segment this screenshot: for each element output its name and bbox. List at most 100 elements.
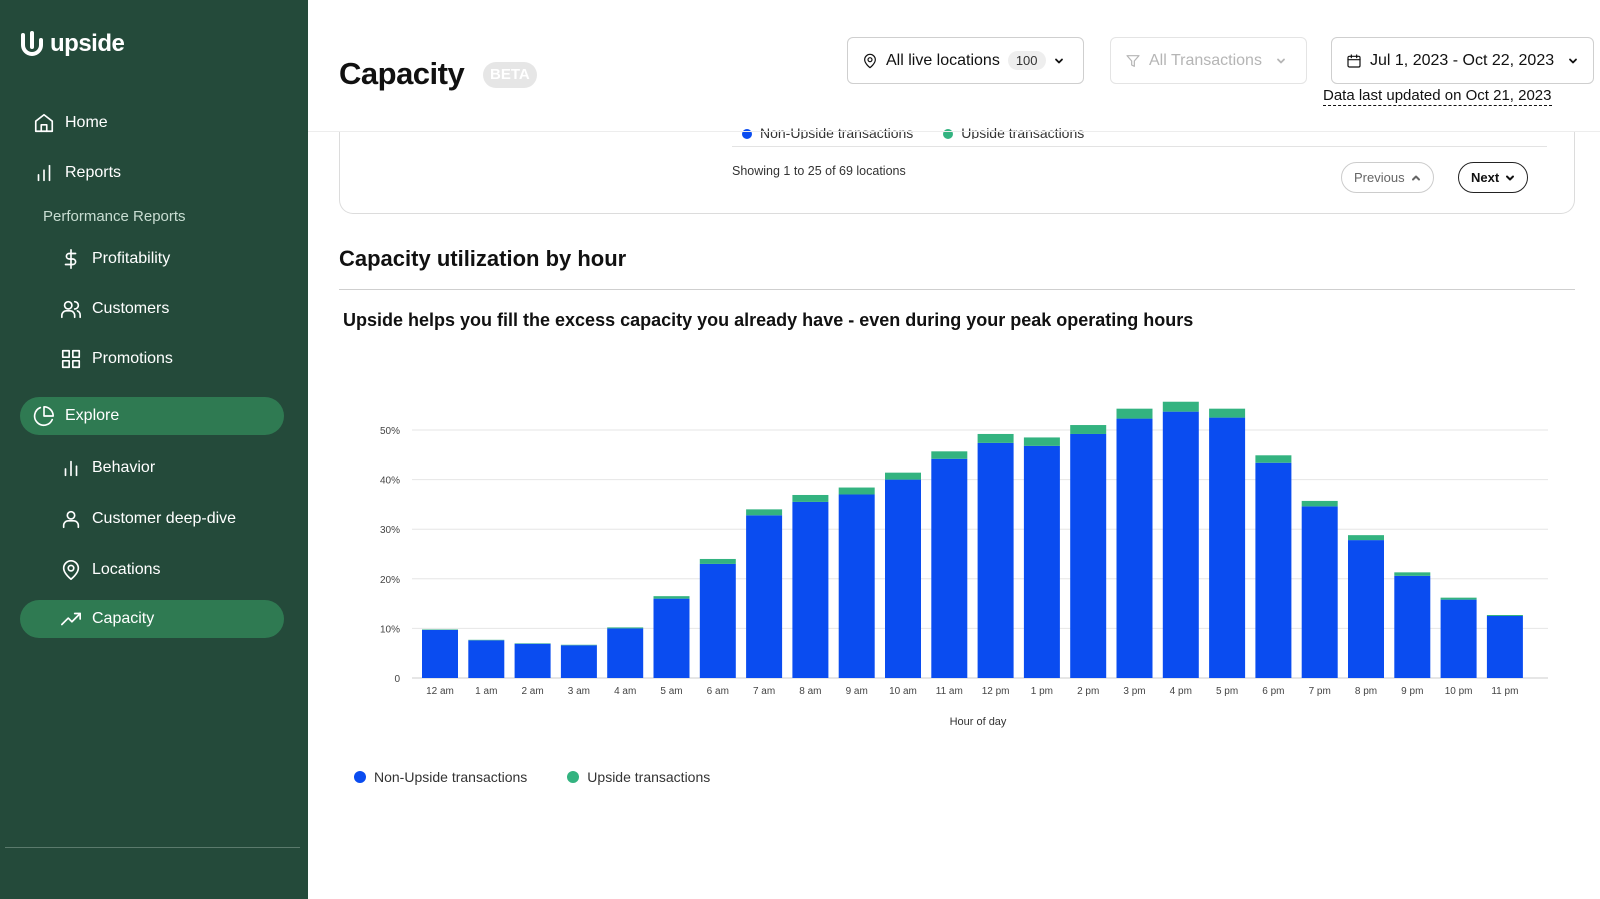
x-tick-label: 5 am [660, 686, 682, 697]
bar-non-upside[interactable] [1394, 575, 1431, 678]
beta-badge: BETA [483, 62, 537, 88]
bar-upside[interactable] [1440, 597, 1477, 600]
x-tick-label: 1 pm [1031, 686, 1053, 697]
chart-legend-item-upside[interactable]: Upside transactions [567, 769, 710, 785]
sidebar-item-customer-deep-dive[interactable]: Customer deep-dive [60, 508, 236, 530]
x-tick-label: 11 pm [1491, 686, 1518, 697]
bar-non-upside[interactable] [699, 563, 736, 678]
brand-logo[interactable]: upside [20, 30, 125, 58]
bar-non-upside[interactable] [746, 515, 783, 678]
bar-upside[interactable] [746, 509, 783, 516]
bar-non-upside[interactable] [1209, 417, 1246, 678]
x-tick-label: 10 pm [1445, 686, 1473, 697]
bar-upside[interactable] [1162, 401, 1199, 412]
bar-upside[interactable] [1348, 535, 1384, 541]
x-tick-label: 2 am [521, 686, 543, 697]
bar-upside[interactable] [977, 433, 1014, 443]
page-title: Capacity [339, 56, 465, 91]
brand-name: upside [50, 30, 125, 57]
bar-non-upside[interactable] [1255, 462, 1292, 678]
locations-table-card [339, 132, 1575, 214]
bar-non-upside[interactable] [1486, 616, 1523, 678]
previous-page-button[interactable]: Previous [1341, 162, 1434, 193]
sidebar-item-label: Behavior [92, 459, 156, 476]
bar-non-upside[interactable] [468, 640, 505, 678]
bar-non-upside[interactable] [838, 494, 875, 678]
pagination-summary: Showing 1 to 25 of 69 locations [732, 164, 906, 178]
bar-non-upside[interactable] [885, 479, 921, 678]
sidebar-item-label: Locations [92, 561, 161, 578]
bar-non-upside[interactable] [1440, 599, 1477, 678]
bar-non-upside[interactable] [1070, 433, 1107, 678]
locations-filter-label: All live locations [886, 51, 1000, 69]
x-tick-label: 11 am [936, 686, 963, 697]
bar-upside[interactable] [1209, 408, 1246, 418]
sidebar-item-customers[interactable]: Customers [60, 298, 169, 320]
bar-upside[interactable] [1070, 425, 1107, 434]
legend-label: Non-Upside transactions [760, 125, 914, 139]
bar-upside[interactable] [1301, 500, 1338, 507]
x-tick-label: 9 pm [1401, 686, 1423, 697]
bar-upside[interactable] [1394, 572, 1431, 576]
bar-upside[interactable] [607, 627, 644, 629]
bar-upside[interactable] [1023, 437, 1060, 446]
sidebar-item-profitability[interactable]: Profitability [60, 248, 170, 270]
sidebar-item-capacity[interactable]: Capacity [60, 608, 154, 630]
x-tick-label: 8 pm [1355, 686, 1377, 697]
sidebar-item-label: Home [65, 114, 108, 131]
bar-upside[interactable] [653, 596, 690, 599]
x-tick-label: 12 am [426, 686, 454, 697]
sidebar-item-home[interactable]: Home [33, 112, 108, 134]
sidebar-item-promotions[interactable]: Promotions [60, 348, 173, 370]
sidebar-item-behavior[interactable]: Behavior [60, 457, 155, 479]
date-range-picker[interactable]: Jul 1, 2023 - Oct 22, 2023 [1331, 37, 1594, 84]
bar-upside[interactable] [1116, 408, 1153, 419]
pie-chart-icon [33, 406, 54, 426]
sidebar-item-reports[interactable]: Reports [33, 162, 121, 184]
bar-upside[interactable] [1255, 455, 1292, 463]
sidebar-item-explore[interactable]: Explore [33, 405, 119, 427]
table-footer-rule [732, 146, 1547, 147]
chart-legend-item-non-upside[interactable]: Non-Upside transactions [354, 769, 527, 785]
bar-upside[interactable] [885, 472, 921, 480]
header-divider [308, 131, 1600, 132]
y-tick-label: 20% [380, 575, 400, 586]
chevron-up-icon [1411, 175, 1420, 180]
bar-upside[interactable] [931, 451, 968, 459]
x-axis-label: Hour of day [950, 716, 1007, 728]
bar-upside[interactable] [699, 558, 736, 564]
bar-non-upside[interactable] [1348, 540, 1384, 678]
bar-non-upside[interactable] [1162, 411, 1199, 678]
bar-non-upside[interactable] [1023, 445, 1060, 678]
bar-upside[interactable] [838, 487, 875, 495]
bar-upside[interactable] [1486, 615, 1523, 616]
x-tick-label: 10 am [889, 686, 917, 697]
chart-y-ticks: 0 10% 20% 30% 40% 50% [380, 426, 400, 685]
bar-non-upside[interactable] [422, 629, 458, 678]
users-icon [61, 300, 81, 319]
bar-non-upside[interactable] [607, 628, 644, 678]
bar-non-upside[interactable] [977, 442, 1014, 678]
chevron-down-icon [1506, 175, 1515, 180]
next-page-button[interactable]: Next [1458, 162, 1529, 193]
bar-non-upside[interactable] [560, 645, 597, 678]
bar-non-upside[interactable] [653, 598, 690, 678]
locations-filter-dropdown[interactable]: All live locations 100 [847, 37, 1084, 84]
bar-non-upside[interactable] [792, 501, 829, 678]
bar-non-upside[interactable] [1301, 506, 1338, 678]
transactions-filter-dropdown[interactable]: All Transactions [1110, 37, 1307, 84]
bar-non-upside[interactable] [514, 643, 551, 678]
upside-logo-icon [21, 31, 43, 56]
bar-non-upside[interactable] [931, 458, 968, 678]
sidebar-item-label: Promotions [92, 350, 173, 367]
section-subtitle: Upside helps you fill the excess capacit… [343, 310, 1194, 330]
x-tick-label: 7 pm [1309, 686, 1331, 697]
user-icon [62, 510, 80, 529]
y-tick-label: 10% [380, 624, 400, 635]
x-tick-label: 3 am [568, 686, 590, 697]
next-label: Next [1471, 170, 1500, 185]
sidebar-item-locations[interactable]: Locations [60, 559, 161, 581]
bar-non-upside[interactable] [1116, 418, 1153, 678]
bar-upside[interactable] [792, 494, 829, 502]
x-tick-label: 4 pm [1170, 686, 1192, 697]
